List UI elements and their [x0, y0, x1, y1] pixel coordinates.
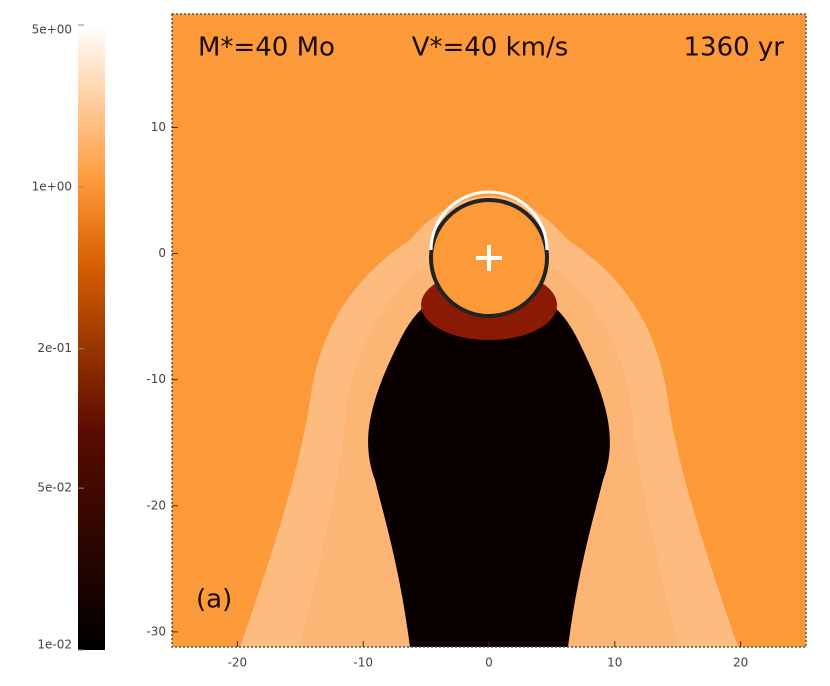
annotation: (a): [196, 585, 232, 615]
y-tick-label: -10: [146, 372, 166, 386]
y-tick-label: -30: [146, 624, 166, 638]
colorbar: [78, 25, 105, 650]
colorbar-tick-label: 1e+00: [32, 179, 72, 193]
y-tick-label: 0: [158, 246, 166, 260]
y-tick-label: 10: [151, 120, 166, 134]
colorbar-tick-label: 1e-02: [37, 638, 72, 652]
colorbar-tick-label: 5e+00: [32, 23, 72, 37]
x-tick-label: -20: [228, 656, 248, 670]
x-tick-label: 20: [733, 656, 748, 670]
x-tick-label: 10: [607, 656, 622, 670]
colorbar-tick-label: 2e-01: [37, 341, 72, 355]
density-map: [172, 14, 806, 647]
x-tick-label: 0: [485, 656, 493, 670]
annotation: M*=40 Mo: [198, 33, 335, 63]
annotation: V*=40 km/s: [412, 33, 569, 63]
colorbar-tick-label: 5e-02: [37, 481, 72, 495]
y-tick-label: -20: [146, 498, 166, 512]
annotation: 1360 yr: [683, 33, 784, 63]
x-tick-label: -10: [353, 656, 373, 670]
